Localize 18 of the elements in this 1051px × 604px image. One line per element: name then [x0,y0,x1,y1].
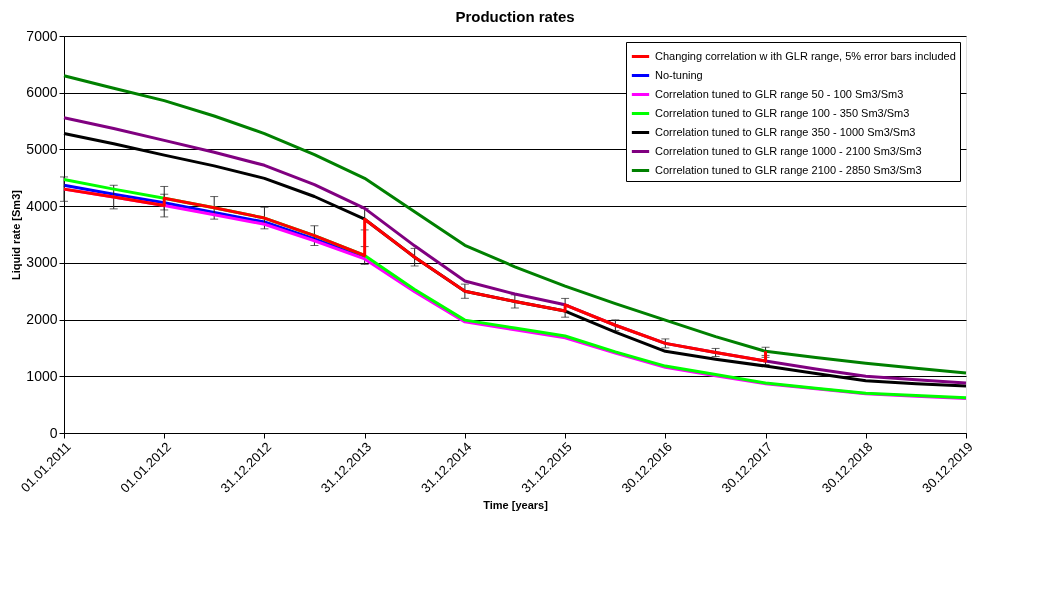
y-tick-label: 4000 [26,197,58,214]
legend-label: Correlation tuned to GLR range 350 - 1000 Sm3/Sm3 [655,125,916,138]
y-tick-label: 1000 [26,367,58,384]
legend-label: Correlation tuned to GLR range 100 - 350 Sm3/Sm3 [655,106,910,119]
y-tick-label: 7000 [26,27,58,44]
y-tick-label: 0 [49,424,58,441]
legend-label: Changing correlation w ith GLR range, 5% error bars included [655,49,956,62]
y-axis-title: Liquid rate [Sm3] [10,189,23,280]
x-axis-title: Time [years] [483,498,549,511]
y-tick-label: 6000 [26,84,58,101]
legend-label: Correlation tuned to GLR range 2100 - 2850 Sm3/Sm3 [655,163,922,176]
chart-title: Production rates [455,8,575,25]
legend-label: Correlation tuned to GLR range 1000 - 2100 Sm3/Sm3 [655,144,922,157]
legend-label: No-tuning [655,68,703,81]
legend-label: Correlation tuned to GLR range 50 - 100 Sm3/Sm3 [655,87,904,100]
y-tick-label: 2000 [26,311,58,328]
y-tick-label: 5000 [26,140,58,157]
y-tick-label: 3000 [26,254,58,271]
